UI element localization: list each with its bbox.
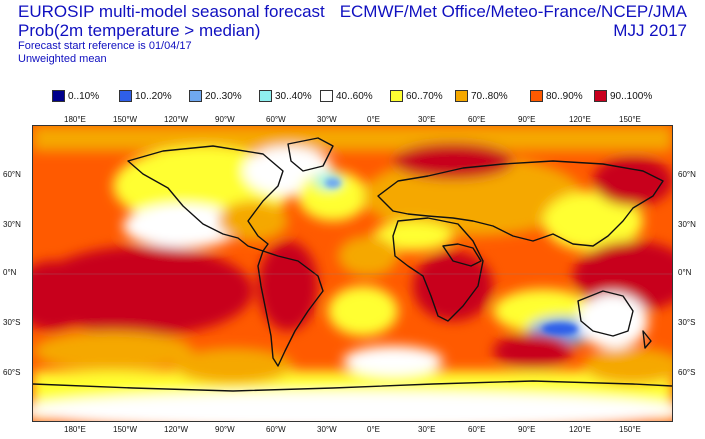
legend-item: 40..60%	[320, 89, 373, 103]
latitude-tick: 30°N	[678, 220, 696, 229]
longitude-tick: 60°W	[266, 425, 286, 434]
legend-label: 80..90%	[546, 90, 583, 102]
legend-swatch	[189, 90, 202, 102]
legend-item: 70..80%	[455, 89, 508, 103]
legend-item: 10..20%	[119, 89, 172, 103]
longitude-tick: 120°W	[164, 115, 189, 124]
legend-label: 20..30%	[205, 90, 242, 102]
legend-label: 0..10%	[68, 90, 100, 102]
legend-label: 10..20%	[135, 90, 172, 102]
legend-swatch	[320, 90, 333, 102]
legend-swatch	[390, 90, 403, 102]
legend-swatch	[530, 90, 543, 102]
longitude-tick: 60°E	[468, 425, 486, 434]
legend-label: 90..100%	[610, 90, 653, 102]
legend-item: 20..30%	[189, 89, 242, 103]
longitude-tick: 90°E	[518, 115, 536, 124]
legend-label: 30..40%	[275, 90, 312, 102]
latitude-tick: 30°N	[3, 220, 21, 229]
longitude-tick: 60°W	[266, 115, 286, 124]
legend-item: 90..100%	[594, 89, 652, 103]
longitude-tick: 120°W	[164, 425, 189, 434]
longitude-tick: 90°E	[518, 425, 536, 434]
longitude-tick: 30°W	[317, 115, 337, 124]
legend-item: 80..90%	[530, 89, 583, 103]
longitude-tick: 90°W	[215, 115, 235, 124]
longitude-tick: 180°E	[64, 115, 86, 124]
latitude-tick: 60°S	[678, 368, 696, 377]
latitude-tick: 30°S	[678, 318, 696, 327]
longitude-tick: 30°E	[418, 425, 436, 434]
latitude-tick: 60°N	[678, 170, 696, 179]
weighting-note: Unweighted mean	[18, 53, 107, 65]
longitude-tick: 150°W	[113, 115, 138, 124]
probability-map	[32, 125, 673, 422]
legend-label: 60..70%	[406, 90, 443, 102]
latitude-tick: 0°N	[3, 268, 17, 277]
forecast-start-reference: Forecast start reference is 01/04/17	[18, 40, 192, 52]
longitude-tick: 60°E	[468, 115, 486, 124]
map-subtitle: Prob(2m temperature > median)	[18, 21, 261, 40]
latitude-tick: 60°N	[3, 170, 21, 179]
legend-item: 60..70%	[390, 89, 443, 103]
latitude-tick: 60°S	[3, 368, 21, 377]
longitude-tick: 90°W	[215, 425, 235, 434]
legend-item: 30..40%	[259, 89, 312, 103]
longitude-tick: 150°E	[619, 425, 641, 434]
legend-item: 0..10%	[52, 89, 99, 103]
longitude-tick: 0°E	[367, 115, 380, 124]
legend-label: 70..80%	[471, 90, 508, 102]
legend-swatch	[52, 90, 65, 102]
legend-swatch	[594, 90, 607, 102]
centres-block: ECMWF/Met Office/Meteo-France/NCEP/JMA M…	[340, 2, 687, 40]
longitude-tick: 150°W	[113, 425, 138, 434]
title-block: EUROSIP multi-model seasonal forecast Pr…	[18, 2, 325, 66]
longitude-tick: 150°E	[619, 115, 641, 124]
longitude-tick: 180°E	[64, 425, 86, 434]
map-title: EUROSIP multi-model seasonal forecast	[18, 2, 325, 21]
latitude-tick: 30°S	[3, 318, 21, 327]
map-canvas	[33, 126, 672, 421]
legend-swatch	[119, 90, 132, 102]
longitude-tick: 120°E	[569, 115, 591, 124]
longitude-tick: 30°E	[418, 115, 436, 124]
longitude-tick: 120°E	[569, 425, 591, 434]
longitude-tick: 30°W	[317, 425, 337, 434]
longitude-tick: 0°E	[367, 425, 380, 434]
legend-label: 40..60%	[336, 90, 373, 102]
latitude-tick: 0°N	[678, 268, 692, 277]
coastlines	[33, 137, 672, 392]
season-label: MJJ 2017	[613, 21, 687, 40]
centres-label: ECMWF/Met Office/Meteo-France/NCEP/JMA	[339, 2, 687, 21]
color-legend: 0..10% 10..20% 20..30% 30..40% 40..60% 60..70…	[52, 89, 672, 103]
legend-swatch	[455, 90, 468, 102]
legend-swatch	[259, 90, 272, 102]
